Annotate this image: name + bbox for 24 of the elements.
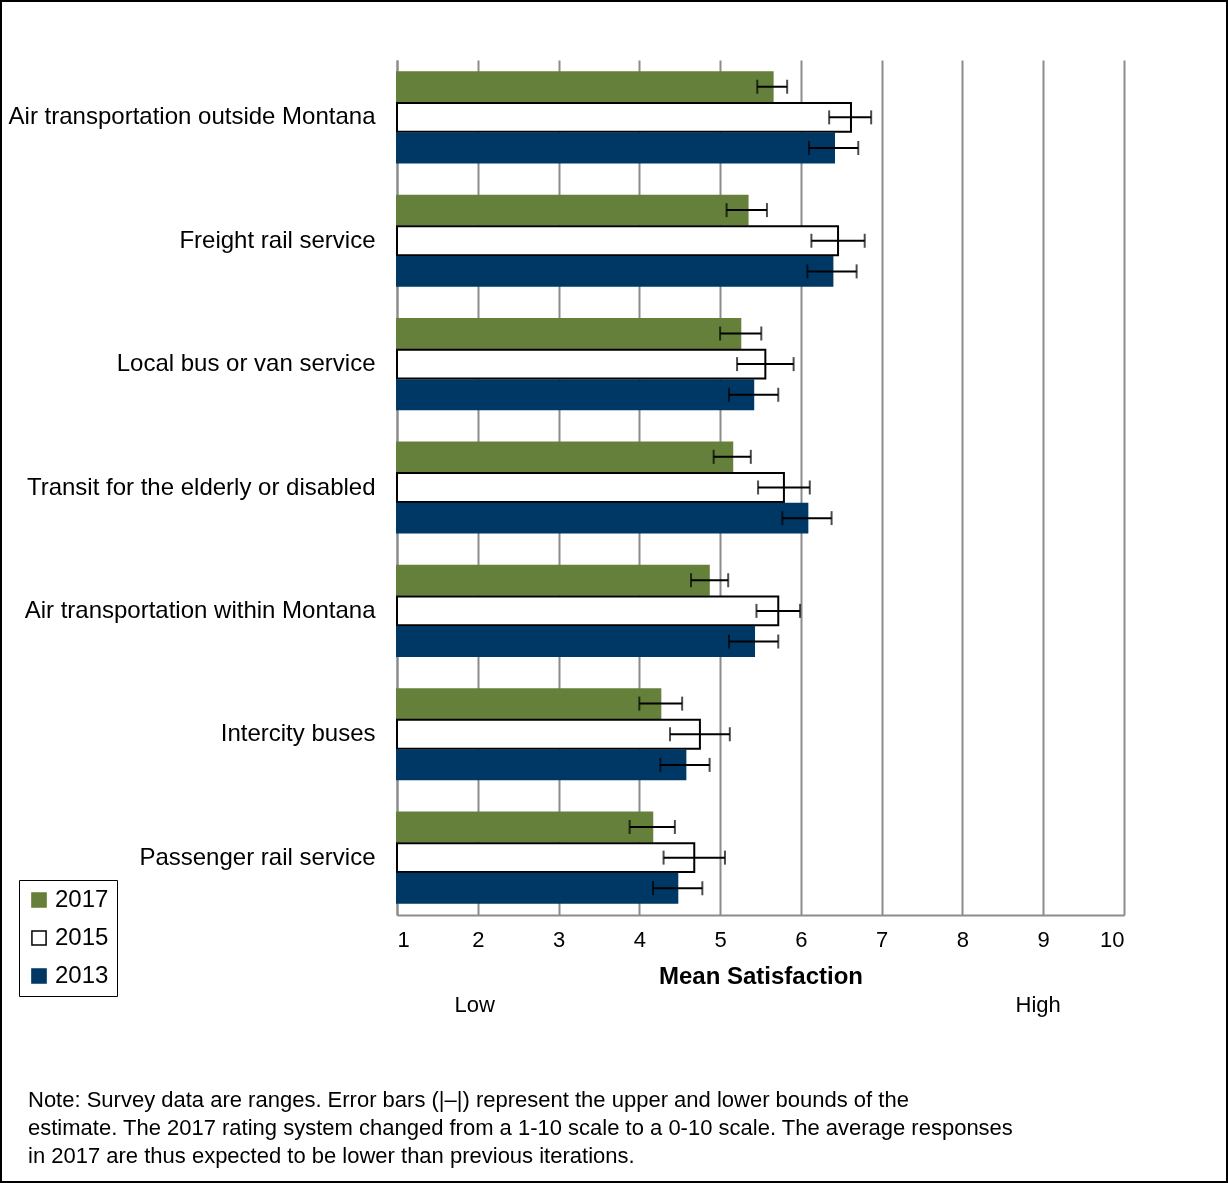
y-tick-label: Transit for the elderly or disabled <box>26 472 376 500</box>
x-tick-label: 5 <box>714 926 727 952</box>
text: Low <box>454 992 496 1017</box>
x-tick-label: 8 <box>956 926 970 952</box>
x-tick-label: 10 <box>1100 926 1125 952</box>
legend-label: 2015 <box>55 923 109 950</box>
x-tick-label: 7 <box>876 926 889 952</box>
y-tick-label: Local bus or van service <box>116 349 376 377</box>
legend-label: 2013 <box>55 961 109 988</box>
text: High <box>1015 992 1061 1017</box>
y-tick-label: Air transportation within Montana <box>24 595 377 623</box>
x-axis-title: Mean Satisfaction <box>658 961 864 989</box>
x-tick-label: 4 <box>633 926 646 952</box>
y-tick-label: Freight rail service <box>179 225 376 253</box>
x-tick-label: 9 <box>1037 926 1050 952</box>
x-tick-label: 3 <box>552 926 566 952</box>
y-tick-label: Passenger rail service <box>139 842 376 870</box>
x-tick-label: 2 <box>472 926 485 952</box>
text: Note: Survey data are ranges. Error bars (|–|) represent the upper and lower bounds of the estimate. The 2017 rating system changed from a 1-10 scale to a 0-10 scale. The average responses in 2017 are thus expected to be lower than previous iterations. <box>28 1087 1013 1168</box>
x-tick-label: 6 <box>795 926 808 952</box>
y-tick-label: Intercity buses <box>220 719 376 747</box>
legend-label: 2017 <box>55 885 109 912</box>
y-tick-label: Air transportation outside Montana <box>8 102 377 130</box>
x-tick-label: 1 <box>397 926 410 952</box>
